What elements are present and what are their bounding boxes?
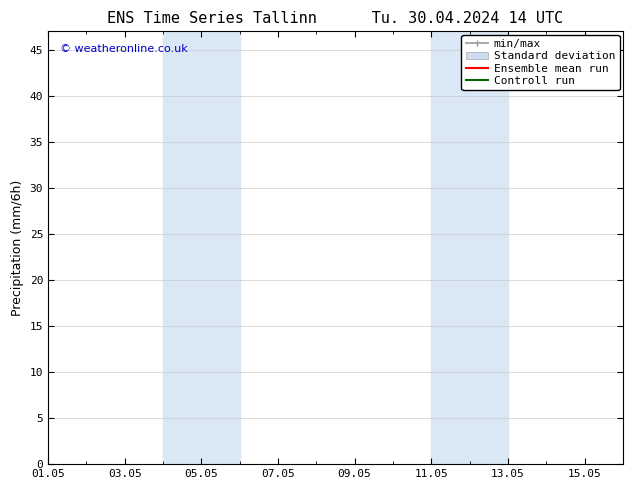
Text: © weatheronline.co.uk: © weatheronline.co.uk [60, 45, 187, 54]
Bar [431, 31, 508, 464]
Title: ENS Time Series Tallinn      Tu. 30.04.2024 14 UTC: ENS Time Series Tallinn Tu. 30.04.2024 1… [107, 11, 564, 26]
Legend: min/max, Standard deviation, Ensemble mean run, Controll run: min/max, Standard deviation, Ensemble me… [462, 35, 619, 90]
Y-axis label: Precipitation (mm/6h): Precipitation (mm/6h) [11, 180, 24, 316]
Bar [163, 31, 240, 464]
